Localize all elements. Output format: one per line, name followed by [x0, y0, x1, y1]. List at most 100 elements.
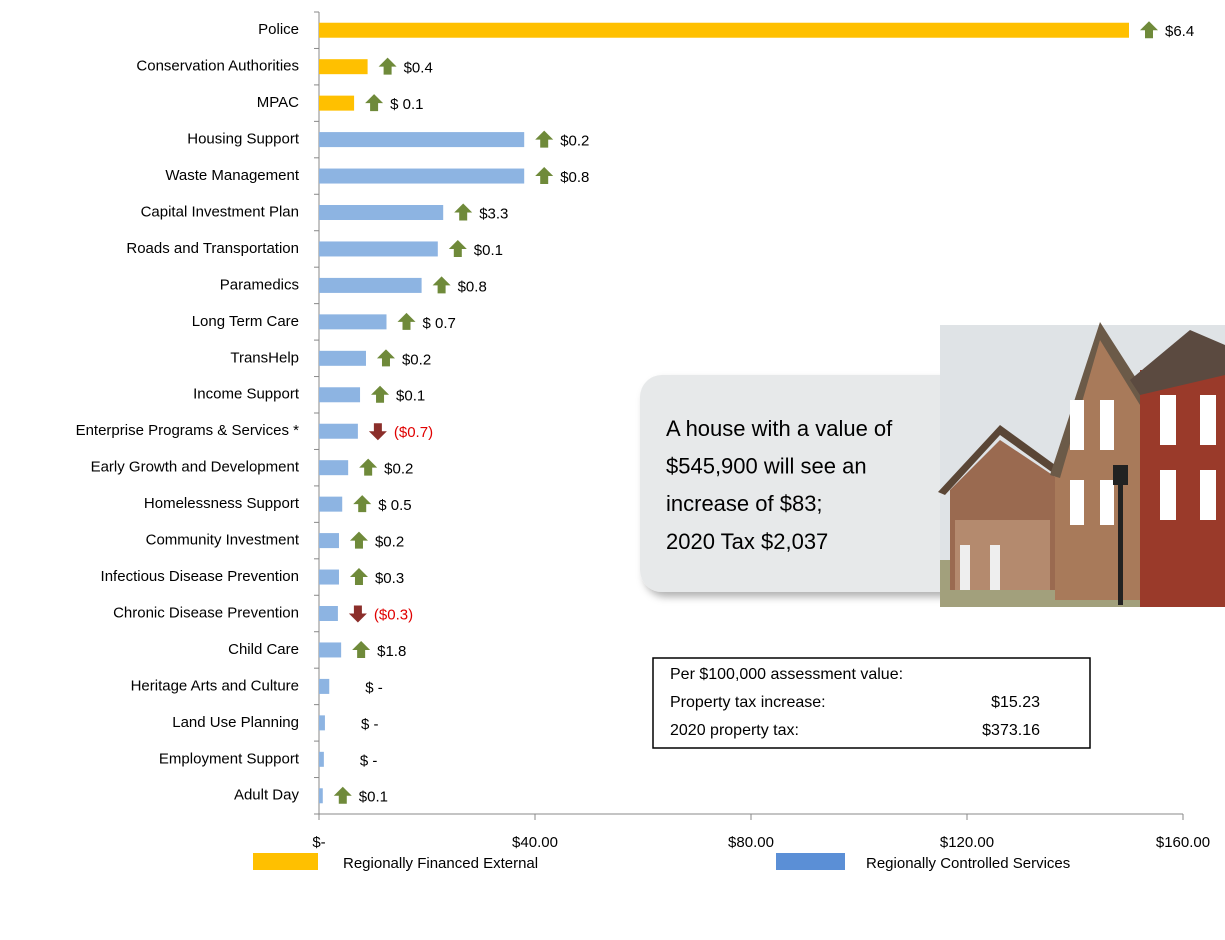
bar: [319, 460, 349, 476]
change-arrow: [535, 130, 554, 148]
change-arrow: [371, 385, 390, 403]
bar: [319, 205, 444, 220]
y-tick-label: Child Care: [228, 641, 299, 658]
x-tick-label: $80.00: [728, 834, 774, 851]
change-arrow: [376, 349, 395, 367]
change-label: $0.2: [384, 461, 413, 478]
change-arrow: [352, 640, 371, 658]
callout-text: 2020 Tax $2,037: [666, 529, 828, 554]
house-image: [938, 322, 1225, 607]
legend-label: Regionally Controlled Services: [866, 855, 1070, 872]
y-tick-label: Income Support: [193, 386, 300, 403]
y-tick-label: Chronic Disease Prevention: [113, 604, 299, 621]
x-tick-label: $160.00: [1156, 834, 1210, 851]
bar: [319, 314, 387, 330]
bar: [319, 387, 361, 403]
callout-text: $545,900 will see an: [666, 454, 867, 479]
change-label: $0.8: [560, 169, 589, 186]
info-label: Property tax increase:: [670, 694, 826, 711]
y-tick-label: Infectious Disease Prevention: [101, 568, 299, 585]
change-label: $0.2: [402, 351, 431, 368]
bar: [319, 678, 330, 694]
y-tick-label: Early Growth and Development: [91, 459, 300, 476]
bar: [319, 59, 368, 75]
change-label: $0.8: [458, 278, 487, 295]
bar: [319, 277, 422, 293]
bar: [319, 22, 1129, 38]
change-label: $ 0.5: [378, 497, 411, 514]
x-tick-label: $120.00: [940, 834, 994, 851]
bar: [319, 350, 366, 366]
callout-text: increase of $83;: [666, 491, 823, 516]
y-tick-label: Employment Support: [159, 750, 300, 767]
callout-text: A house with a value of: [666, 416, 893, 441]
y-tick-label: Police: [258, 21, 299, 38]
change-arrow: [333, 786, 352, 804]
legend-label: Regionally Financed External: [343, 855, 538, 872]
bar: [319, 788, 323, 804]
change-label: $0.2: [560, 133, 589, 150]
change-arrow: [454, 203, 473, 221]
change-label: $ -: [360, 752, 378, 769]
y-tick-label: Enterprise Programs & Services *: [76, 422, 300, 439]
y-tick-label: Adult Day: [234, 787, 300, 804]
change-arrow: [397, 312, 416, 330]
change-label: $1.8: [377, 643, 406, 660]
y-tick-label: Waste Management: [165, 167, 300, 184]
bar: [319, 715, 325, 731]
bar: [319, 168, 525, 184]
bar: [319, 606, 338, 621]
x-tick-label: $40.00: [512, 834, 558, 851]
bar: [319, 95, 355, 111]
change-label: $ 0.7: [423, 315, 456, 332]
change-label: $ -: [365, 679, 383, 696]
y-tick-label: Land Use Planning: [172, 714, 299, 731]
change-arrow: [432, 276, 451, 294]
change-label: $0.3: [375, 570, 404, 587]
y-tick-label: Homelessness Support: [144, 495, 300, 512]
y-tick-label: Community Investment: [146, 532, 300, 549]
change-label: $0.2: [375, 534, 404, 551]
y-tick-label: TransHelp: [230, 349, 299, 366]
bar: [319, 642, 342, 658]
change-arrow: [535, 167, 554, 185]
y-tick-label: Conservation Authorities: [136, 58, 299, 75]
y-tick-label: Heritage Arts and Culture: [131, 677, 299, 694]
legend-swatch: [253, 853, 318, 870]
change-label: $ -: [361, 716, 379, 733]
change-arrow: [359, 458, 378, 476]
info-value: $15.23: [991, 694, 1040, 711]
change-label: $0.4: [404, 60, 433, 77]
change-label: $0.1: [474, 242, 503, 259]
bar: [319, 132, 525, 148]
x-tick-label: $-: [312, 834, 325, 851]
y-tick-label: Long Term Care: [192, 313, 299, 330]
info-title: Per $100,000 assessment value:: [670, 666, 903, 683]
y-tick-label: Housing Support: [187, 131, 300, 148]
bar: [319, 496, 343, 512]
y-tick-label: Roads and Transportation: [126, 240, 299, 257]
bar: [319, 423, 358, 439]
bar: [319, 751, 324, 767]
y-tick-label: Paramedics: [220, 276, 299, 293]
bar: [319, 241, 438, 257]
legend-swatch: [776, 853, 845, 870]
change-arrow: [1140, 21, 1158, 39]
change-arrow: [368, 423, 387, 441]
bar: [319, 569, 339, 585]
change-label: $0.1: [359, 789, 388, 806]
change-label: ($0.7): [394, 424, 433, 441]
change-label: $6.4: [1165, 23, 1194, 40]
change-arrow: [349, 531, 368, 549]
y-tick-label: MPAC: [257, 94, 299, 111]
change-arrow: [448, 239, 467, 257]
change-label: ($0.3): [374, 606, 413, 623]
change-arrow: [365, 94, 384, 112]
y-tick-label: Capital Investment Plan: [141, 203, 299, 220]
change-arrow: [348, 605, 367, 623]
info-box: Per $100,000 assessment value: Property …: [652, 657, 1091, 749]
bar: [319, 533, 339, 549]
change-label: $ 0.1: [390, 96, 423, 113]
